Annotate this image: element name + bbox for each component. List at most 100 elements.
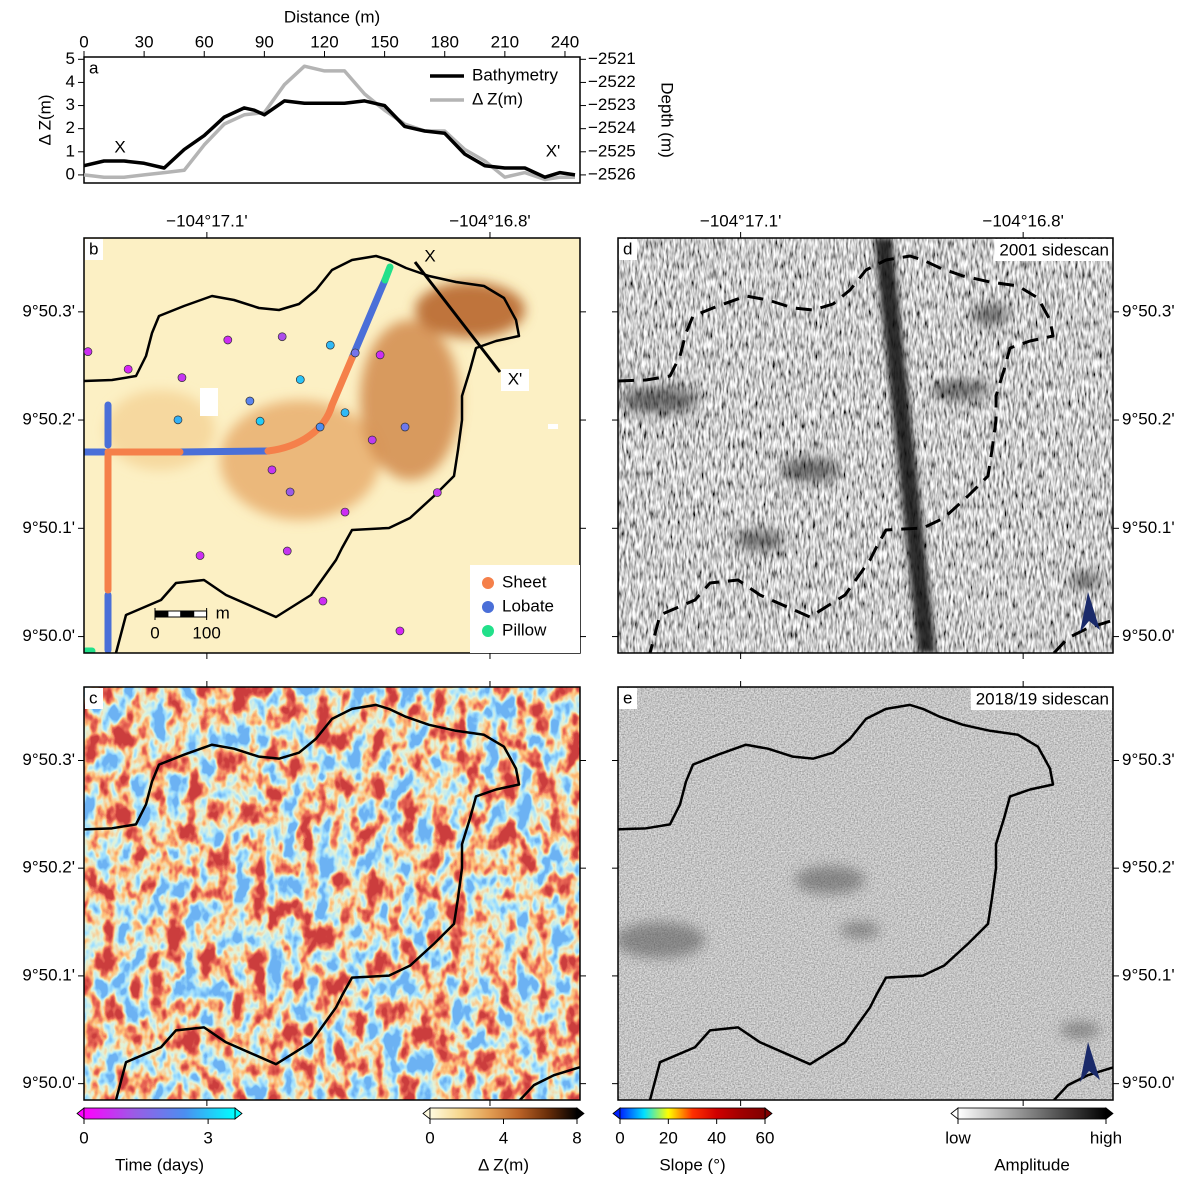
colorbar bbox=[957, 1107, 1107, 1120]
data-line bbox=[83, 99, 576, 179]
colorbar-label: Time (days) bbox=[115, 1155, 204, 1174]
y2-tick-label: −2524 bbox=[588, 118, 636, 137]
eruption-point bbox=[195, 551, 205, 560]
eruption-point bbox=[350, 348, 360, 358]
legend-marker bbox=[482, 625, 494, 637]
y-tick-label: 1 bbox=[66, 141, 75, 160]
panel-letter-box bbox=[619, 688, 637, 709]
map-b-image bbox=[84, 238, 580, 653]
colorbar-extend bbox=[576, 1107, 585, 1120]
y-tick-label: 9°50.1' bbox=[22, 518, 75, 537]
y-tick-label: 9°50.2' bbox=[1122, 858, 1175, 877]
title-box bbox=[970, 688, 1112, 710]
legend-label: Pillow bbox=[502, 620, 547, 639]
profile-label: X bbox=[424, 246, 435, 265]
eruption-point bbox=[245, 396, 255, 406]
legend-label: Bathymetry bbox=[472, 65, 558, 84]
scale-bar-segment bbox=[167, 610, 182, 618]
panel-letter-box bbox=[85, 688, 103, 709]
map-frame bbox=[617, 237, 1114, 654]
colorbar-tick-label: 40 bbox=[707, 1128, 726, 1147]
scale-bar-segment bbox=[180, 610, 195, 618]
map-frame bbox=[83, 686, 581, 1101]
colorbar-tick-label: 3 bbox=[203, 1128, 212, 1147]
profile-label: X' bbox=[508, 369, 523, 388]
colorbar-tick-label: 60 bbox=[756, 1128, 775, 1147]
eruption-point bbox=[123, 364, 133, 374]
eruption-point bbox=[255, 416, 265, 426]
x-axis-label: Distance (m) bbox=[284, 7, 380, 26]
eruption-point bbox=[295, 375, 305, 384]
y-tick-label: 9°50.0' bbox=[22, 626, 75, 645]
y-tick-label: 9°50.1' bbox=[1122, 518, 1175, 537]
y-tick-label: 9°50.0' bbox=[1122, 626, 1175, 645]
y2-tick-label: −2525 bbox=[588, 141, 636, 160]
x-tick-label: 210 bbox=[491, 32, 519, 51]
colorbar-tick-label: high bbox=[1090, 1128, 1122, 1147]
y-tick-label: 9°50.2' bbox=[22, 858, 75, 877]
panel-letter: e bbox=[623, 688, 632, 707]
y-tick-label: 2 bbox=[66, 118, 75, 137]
legend-label: Sheet bbox=[502, 572, 547, 591]
x-tick-label: −104°17.1' bbox=[700, 211, 781, 230]
y-tick-label: 0 bbox=[66, 164, 75, 183]
x-tick-label: −104°16.8' bbox=[982, 211, 1063, 230]
title-box bbox=[994, 239, 1112, 261]
eruption-point bbox=[395, 626, 405, 636]
legend-marker bbox=[482, 601, 494, 613]
eruption-point bbox=[267, 465, 277, 475]
colorbar-extend bbox=[764, 1107, 773, 1120]
plot-frame bbox=[83, 56, 581, 184]
x-tick-label: 240 bbox=[551, 32, 579, 51]
scale-bar-unit: m bbox=[216, 603, 230, 622]
panel-letter: a bbox=[89, 58, 99, 77]
colorbar-extend bbox=[612, 1107, 621, 1120]
eruption-point bbox=[375, 350, 385, 360]
y2-axis-label: Depth (m) bbox=[658, 82, 677, 158]
x-tick-label: 150 bbox=[370, 32, 398, 51]
y2-tick-label: −2522 bbox=[588, 72, 636, 91]
panel-letter: b bbox=[89, 239, 98, 258]
y2-tick-label: −2521 bbox=[588, 49, 636, 68]
colorbar-label: Δ Z(m) bbox=[478, 1155, 529, 1174]
panel-letter-box bbox=[619, 239, 637, 260]
colorbar-tick-label: 20 bbox=[659, 1128, 678, 1147]
y-tick-label: 9°50.1' bbox=[22, 965, 75, 984]
scale-bar-segment bbox=[154, 610, 169, 618]
colorbar-extend bbox=[1105, 1107, 1114, 1120]
map-title: 2018/19 sidescan bbox=[976, 689, 1109, 708]
data-line bbox=[83, 64, 575, 182]
y2-tick-label: −2523 bbox=[588, 95, 636, 114]
eruption-point bbox=[282, 546, 292, 556]
y-tick-label: 9°50.3' bbox=[22, 750, 75, 769]
colorbar bbox=[619, 1107, 766, 1120]
x-tick-label: 30 bbox=[135, 32, 154, 51]
eruption-point bbox=[177, 373, 187, 382]
annotation: X' bbox=[546, 141, 561, 160]
colorbar-tick-label: low bbox=[945, 1128, 971, 1147]
eruption-point bbox=[315, 422, 325, 432]
eruption-point bbox=[340, 408, 350, 418]
colorbar-label: Amplitude bbox=[994, 1155, 1070, 1174]
eruption-point bbox=[277, 332, 287, 342]
colorbar-extend bbox=[950, 1107, 959, 1120]
y-tick-label: 9°50.2' bbox=[1122, 410, 1175, 429]
panel-letter-box bbox=[85, 239, 103, 260]
colorbar-extend bbox=[422, 1107, 431, 1120]
map-c-image bbox=[84, 687, 580, 1100]
eruption-point bbox=[432, 488, 442, 497]
y2-tick-label: −2526 bbox=[588, 164, 636, 183]
eruption-point bbox=[285, 487, 295, 497]
colorbar-extend bbox=[76, 1107, 85, 1120]
eruption-point bbox=[173, 415, 183, 425]
y-tick-label: 9°50.0' bbox=[1122, 1073, 1175, 1092]
eruption-point bbox=[367, 435, 377, 445]
y-tick-label: 9°50.2' bbox=[22, 410, 75, 429]
panel-letter-box bbox=[85, 58, 103, 79]
panel-letter: c bbox=[89, 688, 98, 707]
scale-bar-label: 0 bbox=[150, 623, 159, 642]
colorbar-tick-label: 0 bbox=[79, 1128, 88, 1147]
colorbar-label: Slope (°) bbox=[659, 1155, 725, 1174]
y-tick-label: 9°50.3' bbox=[1122, 750, 1175, 769]
